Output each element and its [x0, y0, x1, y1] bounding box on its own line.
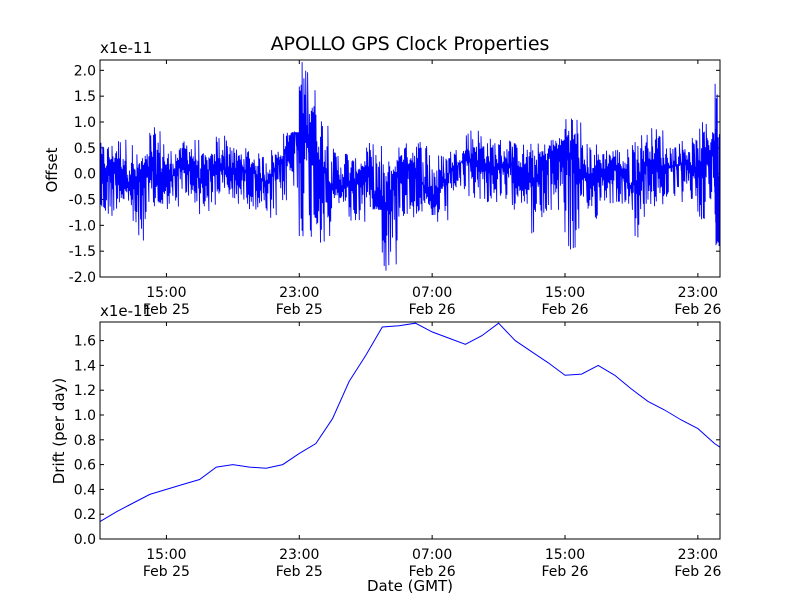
offset-chart-plot-area	[99, 62, 721, 271]
offset-xtick-label-date: Feb 26	[541, 302, 588, 318]
offset-chart-frame	[99, 59, 721, 278]
offset-xtick-label-date: Feb 26	[674, 302, 721, 318]
offset-xtick-label-time: 07:00	[412, 285, 452, 301]
drift-ytick-label: 1.6	[74, 334, 96, 350]
drift-chart-frame	[99, 321, 721, 540]
offset-ytick-label: 0.0	[74, 167, 96, 183]
offset-chart-multiplier: x1e-11	[100, 39, 152, 57]
offset-ytick-label: -2.0	[69, 270, 96, 286]
drift-chart-multiplier: x1e-11	[100, 302, 152, 320]
drift-chart-y-ticks: 0.0 0.2 0.4 0.6 0.8 1.0 1.2 1.4 1.6	[74, 334, 720, 548]
offset-xtick-label-time: 23:00	[678, 285, 718, 301]
drift-ytick-label: 0.8	[74, 433, 96, 449]
offset-xtick-label-time: 15:00	[146, 285, 186, 301]
offset-chart: x1e-11 Offset -2.0 -1.5 -1.0 -0.5 0.0 0.5 1.0 1…	[43, 39, 721, 318]
drift-chart-xlabel: Date (GMT)	[367, 577, 453, 595]
offset-xtick-label-date: Feb 25	[276, 302, 323, 318]
offset-ytick-label: 1.0	[74, 115, 96, 131]
offset-chart-y-ticks: -2.0 -1.5 -1.0 -0.5 0.0 0.5 1.0 1.5 2.0	[69, 63, 720, 286]
drift-xtick-label-date: Feb 26	[409, 564, 456, 580]
drift-chart: x1e-11 Drift (per day) 0.0 0.2 0.4 0.6 0.8 1.…	[50, 302, 721, 595]
drift-ytick-label: 1.4	[74, 358, 96, 374]
offset-ytick-label: -0.5	[69, 193, 96, 209]
drift-xtick-label-time: 15:00	[545, 547, 585, 563]
drift-series-line	[99, 322, 721, 523]
offset-ytick-label: -1.0	[69, 218, 96, 234]
drift-xtick-label-date: Feb 26	[541, 564, 588, 580]
offset-xtick-label-date: Feb 26	[409, 302, 456, 318]
figure-title: APOLLO GPS Clock Properties	[271, 33, 550, 55]
drift-xtick-label-time: 15:00	[146, 547, 186, 563]
drift-ytick-label: 1.2	[74, 383, 96, 399]
drift-xtick-label-time: 23:00	[279, 547, 319, 563]
drift-chart-ylabel: Drift (per day)	[50, 378, 68, 485]
offset-series-line	[99, 62, 721, 271]
offset-ytick-label: 0.5	[74, 141, 96, 157]
offset-ytick-label: -1.5	[69, 244, 96, 260]
drift-ytick-label: 0.0	[74, 532, 96, 548]
offset-xtick-label-date: Feb 25	[143, 302, 190, 318]
offset-ytick-label: 1.5	[74, 89, 96, 105]
offset-xtick-label-time: 15:00	[545, 285, 585, 301]
offset-ytick-label: 2.0	[74, 63, 96, 79]
drift-ytick-label: 1.0	[74, 408, 96, 424]
drift-xtick-label-time: 07:00	[412, 547, 452, 563]
drift-xtick-label-time: 23:00	[678, 547, 718, 563]
drift-xtick-label-date: Feb 25	[143, 564, 190, 580]
offset-xtick-label-time: 23:00	[279, 285, 319, 301]
offset-chart-ylabel: Offset	[43, 147, 61, 192]
drift-ytick-label: 0.6	[74, 458, 96, 474]
drift-xtick-label-date: Feb 25	[276, 564, 323, 580]
drift-xtick-label-date: Feb 26	[674, 564, 721, 580]
drift-ytick-label: 0.4	[74, 482, 96, 498]
drift-ytick-label: 0.2	[74, 507, 96, 523]
drift-chart-plot-area	[99, 322, 721, 523]
